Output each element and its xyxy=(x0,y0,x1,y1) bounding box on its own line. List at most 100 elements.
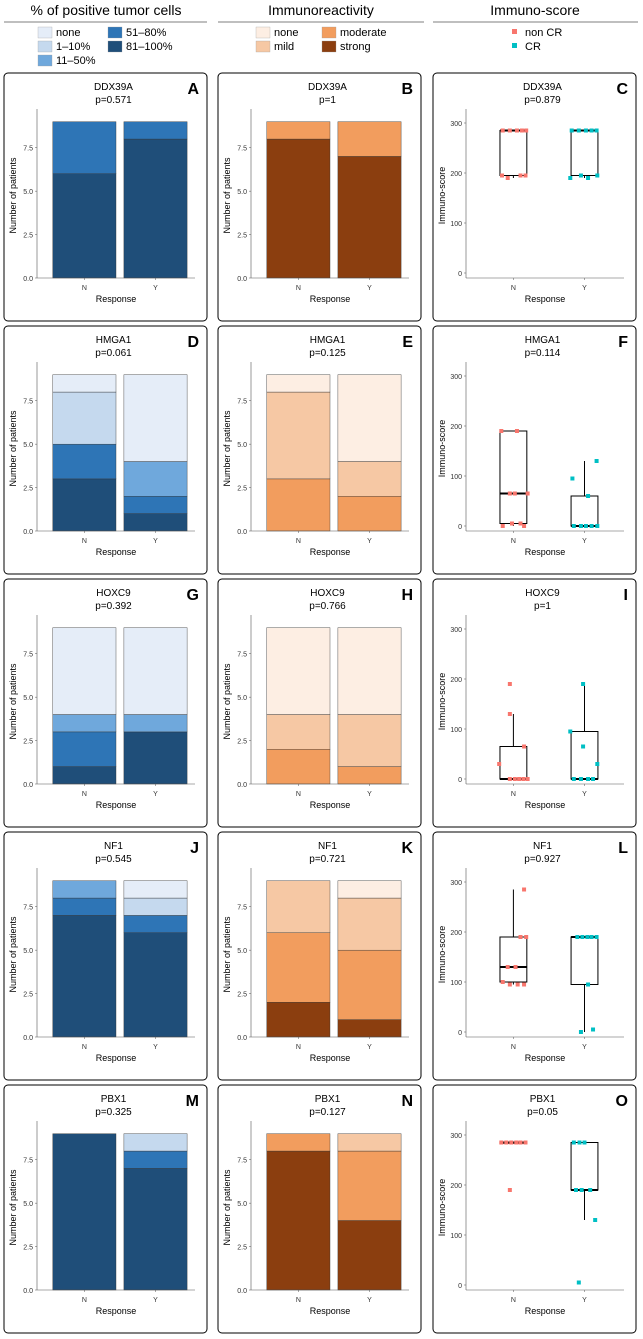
y-tick-label: 0.0 xyxy=(237,276,247,283)
bar-segment xyxy=(266,1002,331,1038)
data-point xyxy=(585,935,590,939)
bar-segment xyxy=(52,714,117,733)
data-point xyxy=(525,491,530,496)
x-axis-label: Response xyxy=(525,294,566,304)
legend-label-none-ir: none xyxy=(274,27,298,39)
data-point xyxy=(568,176,573,180)
bar-segment xyxy=(52,627,117,715)
panel-frame xyxy=(432,325,637,575)
legend-swatch-moderate xyxy=(321,26,337,39)
panel-pvalue: p=0.766 xyxy=(309,601,346,612)
data-point xyxy=(582,1140,587,1145)
x-tick-label: N xyxy=(82,538,87,545)
bar-segment xyxy=(52,391,117,445)
bar-segment xyxy=(123,121,188,140)
y-tick-label: 100 xyxy=(450,980,462,987)
legend-swatch-51-80 xyxy=(107,26,123,39)
x-axis-label: Response xyxy=(96,800,137,810)
data-point xyxy=(576,1280,581,1285)
panel-f: HMGA1 p=0.114 F 0 100 200 300 N Y Response Immuno-… xyxy=(432,325,637,575)
x-axis-label: Response xyxy=(525,1053,566,1063)
panel-pvalue: p=0.05 xyxy=(527,1107,558,1118)
x-tick-label: N xyxy=(296,538,301,545)
y-tick-label: 2.5 xyxy=(23,739,33,746)
bar-segment xyxy=(123,1150,188,1169)
data-point xyxy=(576,128,581,133)
panel-pvalue: p=0.061 xyxy=(95,348,132,359)
x-tick-label: N xyxy=(296,1297,301,1304)
y-tick-label: 0 xyxy=(458,1283,462,1290)
y-tick-label: 7.5 xyxy=(237,399,247,406)
bar-segment xyxy=(266,478,331,532)
x-tick-label: Y xyxy=(153,791,158,798)
y-tick-label: 300 xyxy=(450,880,462,887)
data-point xyxy=(521,777,526,781)
y-tick-label: 0.0 xyxy=(23,1035,33,1042)
data-point xyxy=(593,1218,598,1222)
bar-segment xyxy=(266,1150,331,1291)
bar-segment xyxy=(123,461,188,497)
data-point xyxy=(518,1140,523,1145)
bar-segment xyxy=(123,496,188,514)
y-tick-label: 0 xyxy=(458,271,462,278)
bar-segment xyxy=(123,138,188,279)
y-tick-label: 0.0 xyxy=(23,782,33,789)
panel-pvalue: p=0.927 xyxy=(524,854,561,865)
y-tick-label: 200 xyxy=(450,930,462,937)
x-tick-label: Y xyxy=(153,1044,158,1051)
data-point xyxy=(500,128,505,133)
box-iqr xyxy=(499,130,528,176)
y-axis-label: Number of patients xyxy=(8,663,18,740)
x-tick-label: N xyxy=(82,1044,87,1051)
legend-label-51-80: 51–80% xyxy=(126,27,167,39)
data-point xyxy=(570,476,575,481)
data-point xyxy=(509,521,514,526)
panel-d: HMGA1 p=0.061 D 0.0 2.5 5.0 7.5 N Y Response Numbe… xyxy=(3,325,208,575)
y-axis-label: Number of patients xyxy=(8,157,18,234)
data-point xyxy=(578,173,583,178)
x-axis-label: Response xyxy=(310,800,351,810)
panel-pvalue: p=1 xyxy=(534,601,551,612)
panel-letter: A xyxy=(187,81,199,98)
legend-swatch-cr xyxy=(512,43,517,48)
y-axis-label: Immuno-score xyxy=(437,926,447,984)
data-point xyxy=(595,762,600,766)
y-tick-label: 0 xyxy=(458,524,462,531)
data-point xyxy=(523,1140,528,1145)
y-axis-label: Number of patients xyxy=(8,1169,18,1246)
bar-segment xyxy=(337,496,402,532)
data-point xyxy=(571,1140,576,1145)
box-iqr xyxy=(570,1142,599,1191)
bar-segment xyxy=(123,915,188,933)
data-point xyxy=(577,1140,582,1145)
y-tick-label: 2.5 xyxy=(237,233,247,240)
data-point xyxy=(505,176,510,180)
bar-segment xyxy=(266,932,331,1003)
x-tick-label: Y xyxy=(367,1297,372,1304)
data-point xyxy=(509,1140,514,1145)
panel-letter: D xyxy=(187,334,199,351)
panel-title: HMGA1 xyxy=(96,335,132,346)
y-axis-label: Number of patients xyxy=(8,410,18,487)
panel-e: HMGA1 p=0.125 E 0.0 2.5 5.0 7.5 N Y Response Numbe… xyxy=(217,325,422,575)
x-axis-label: Response xyxy=(310,294,351,304)
bar-segment xyxy=(266,880,331,933)
x-axis-label: Response xyxy=(96,1053,137,1063)
data-point xyxy=(581,682,586,686)
data-point xyxy=(497,762,502,766)
bar-segment xyxy=(266,138,331,279)
panel-letter: J xyxy=(190,840,199,857)
data-point xyxy=(507,982,512,987)
bar-segment xyxy=(266,714,331,750)
legend-label-strong: strong xyxy=(340,41,371,53)
legend-swatch-strong xyxy=(321,40,337,53)
y-tick-label: 2.5 xyxy=(23,1245,33,1252)
x-tick-label: Y xyxy=(153,1297,158,1304)
x-axis-label: Response xyxy=(525,800,566,810)
data-point xyxy=(588,1188,593,1192)
bar-segment xyxy=(52,374,117,393)
x-tick-label: Y xyxy=(582,538,587,545)
y-tick-label: 200 xyxy=(450,677,462,684)
legend-label-moderate: moderate xyxy=(340,27,386,39)
data-point xyxy=(586,176,591,180)
